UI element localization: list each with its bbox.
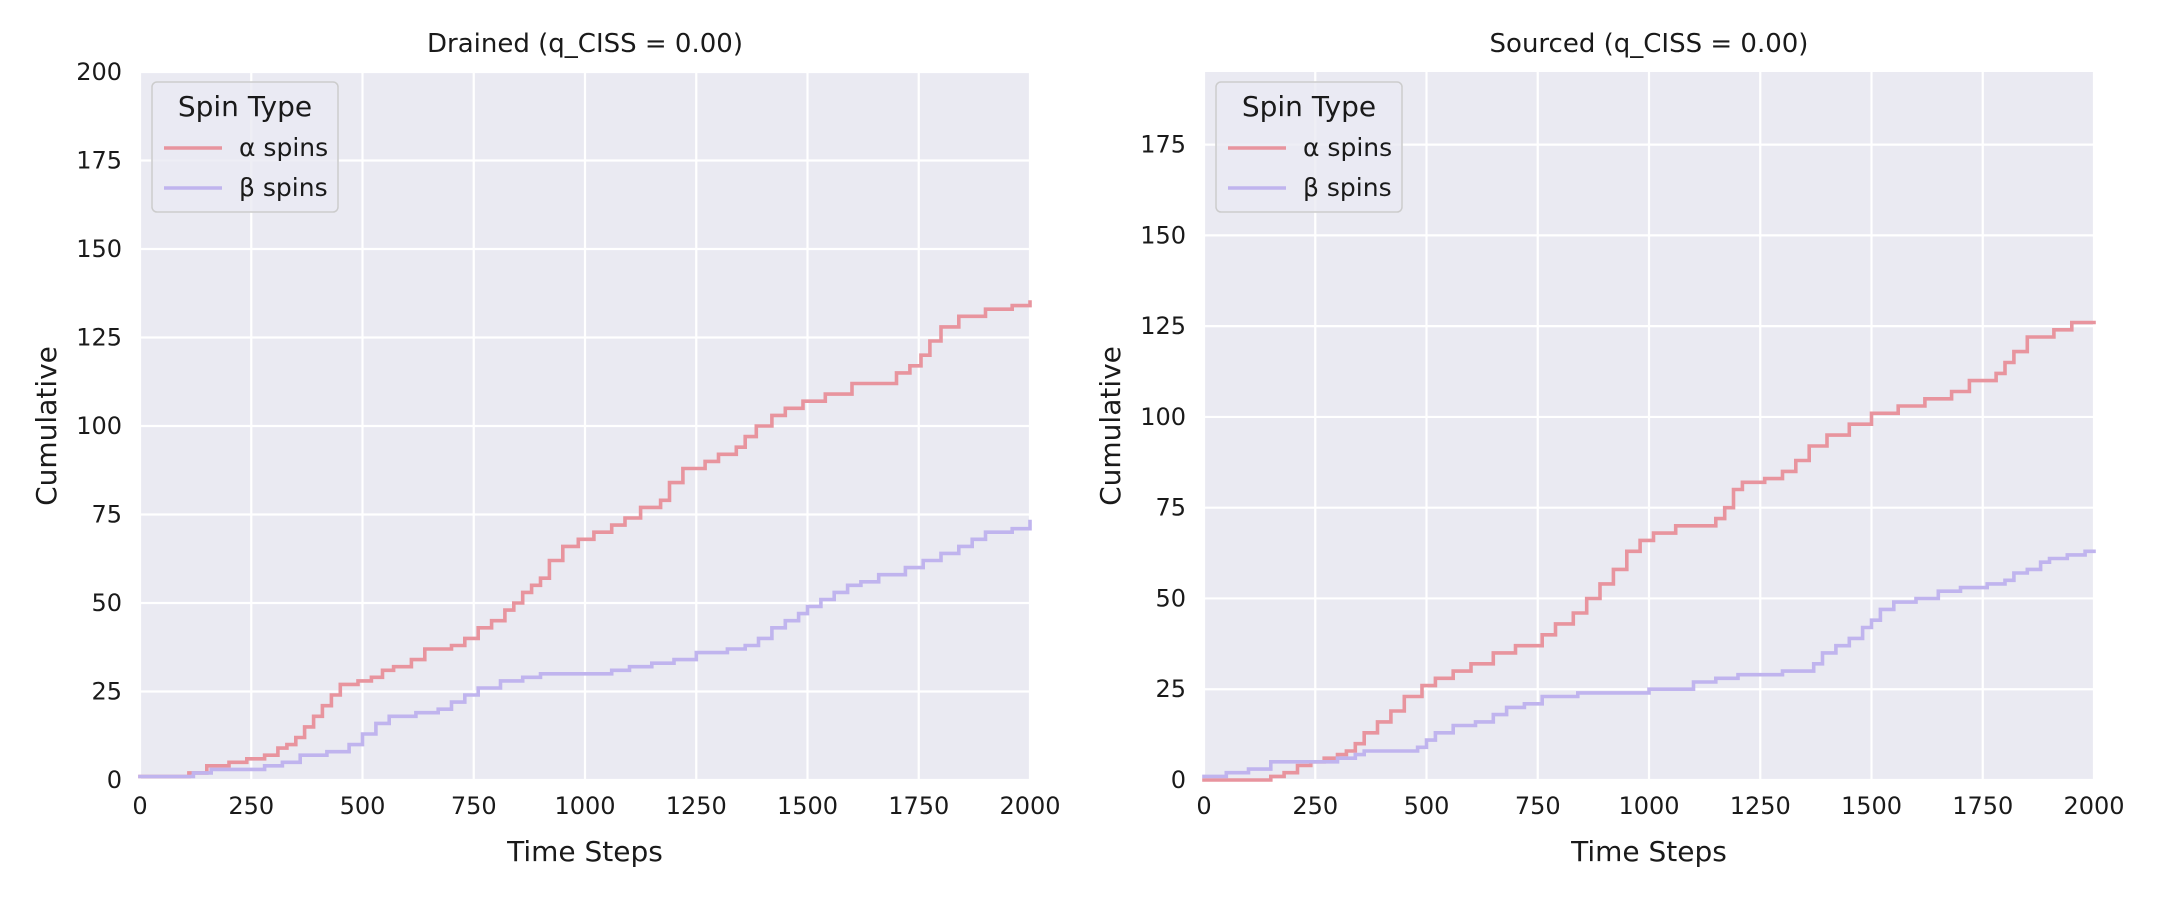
y-tick-label: 50 [1155,584,1186,612]
y-tick-label: 50 [91,589,122,617]
x-tick-label: 2000 [2063,792,2124,820]
y-tick-label: 125 [1140,312,1186,340]
x-tick-label: 500 [1404,792,1450,820]
x-tick-label: 1500 [777,792,838,820]
x-tick-label: 250 [228,792,274,820]
y-tick-label: 150 [76,235,122,263]
legend: Spin Type α spins β spins [151,81,339,213]
legend-box [151,81,339,213]
y-tick-label: 0 [107,766,122,794]
legend-title: Spin Type [1242,90,1376,123]
series-line-beta [138,519,1032,779]
y-tick-label: 0 [1171,766,1186,794]
x-tick-label: 1000 [1618,792,1679,820]
chart-panel-1: 0 250 500 750 1000 1250 1500 1750 2000 0 25 50 75 100… [30,29,1061,868]
series-line-alpha [138,300,1032,779]
x-tick-label: 0 [1196,792,1211,820]
legend: Spin Type α spins β spins [1215,81,1403,213]
x-tick-label: 750 [1515,792,1561,820]
y-tick-label: 150 [1140,221,1186,249]
grid-lines [138,70,1032,782]
y-tick-label: 100 [1140,403,1186,431]
chart-title: Drained (q_CISS = 0.00) [427,29,743,59]
legend-box [1215,81,1403,213]
series-line-beta [1202,549,2096,779]
y-tick-label: 175 [76,147,122,175]
x-tick-label: 750 [451,792,497,820]
x-tick-label: 1250 [666,792,727,820]
legend-label-alpha: α spins [1303,133,1392,162]
chart-panel-2: 0 250 500 750 1000 1250 1500 1750 2000 0 25 50 75 100… [1094,29,2125,868]
x-tick-label: 1750 [888,792,949,820]
x-tick-label: 1250 [1730,792,1791,820]
x-tick-label: 0 [132,792,147,820]
y-tick-label: 25 [91,678,122,706]
legend-label-alpha: α spins [239,133,328,162]
y-tick-label: 200 [76,58,122,86]
x-tick-label: 1000 [554,792,615,820]
x-tick-label: 1750 [1952,792,2013,820]
legend-title: Spin Type [178,90,312,123]
series-line-alpha [1202,320,2096,782]
grid-lines [1202,72,2096,782]
x-axis-label: Time Steps [506,835,663,868]
y-axis-label: Cumulative [30,346,63,506]
x-tick-label: 1500 [1841,792,1902,820]
x-tick-label: 2000 [999,792,1060,820]
y-tick-label: 100 [76,412,122,440]
x-tick-label: 500 [340,792,386,820]
x-axis-label: Time Steps [1570,835,1727,868]
y-tick-label: 25 [1155,675,1186,703]
y-tick-label: 75 [1155,494,1186,522]
y-tick-label: 175 [1140,131,1186,159]
legend-label-beta: β spins [239,173,328,202]
y-axis-label: Cumulative [1094,346,1127,506]
chart-title: Sourced (q_CISS = 0.00) [1490,29,1809,59]
legend-label-beta: β spins [1303,173,1392,202]
y-tick-label: 125 [76,324,122,352]
x-tick-label: 250 [1292,792,1338,820]
y-tick-label: 75 [91,501,122,529]
